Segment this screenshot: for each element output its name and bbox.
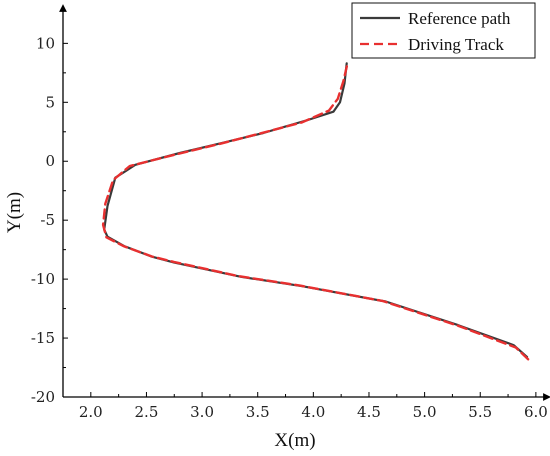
y-tick-label: -5 bbox=[40, 211, 55, 229]
x-tick-label: 4.0 bbox=[301, 403, 325, 421]
x-tick-label: 5.5 bbox=[468, 403, 492, 421]
y-tick-label: 5 bbox=[45, 93, 55, 111]
reference-path-line bbox=[103, 62, 529, 358]
x-tick-label: 3.5 bbox=[246, 403, 270, 421]
driving-track-line bbox=[101, 61, 530, 361]
legend: Reference path Driving Track bbox=[351, 2, 536, 59]
legend-box bbox=[351, 2, 536, 59]
axes bbox=[59, 4, 550, 401]
legend-label-reference-path: Reference path bbox=[408, 9, 511, 28]
x-tick-label: 5.0 bbox=[413, 403, 437, 421]
x-tick-label: 2.5 bbox=[135, 403, 159, 421]
y-tick-label: 10 bbox=[36, 34, 55, 52]
x-tick-label: 4.5 bbox=[357, 403, 381, 421]
x-tick-label: 2.0 bbox=[79, 403, 103, 421]
legend-label-driving-track: Driving Track bbox=[408, 35, 504, 54]
x-tick-label: 3.0 bbox=[190, 403, 214, 421]
y-tick-label: -10 bbox=[31, 270, 55, 288]
y-tick-label: -15 bbox=[31, 329, 55, 347]
series-layer bbox=[101, 61, 530, 361]
x-tick-label: 6.0 bbox=[524, 403, 548, 421]
y-axis-title: Y(m) bbox=[4, 192, 25, 233]
y-tick-label: 0 bbox=[45, 152, 55, 170]
y-tick-label: -20 bbox=[31, 388, 55, 406]
ticks: 2.0 2.5 3.0 3.5 4.0 4.5 5.0 5.5 6.0 -20 -15 -10 -5 0 5… bbox=[31, 34, 548, 421]
x-axis-title: X(m) bbox=[274, 430, 315, 451]
